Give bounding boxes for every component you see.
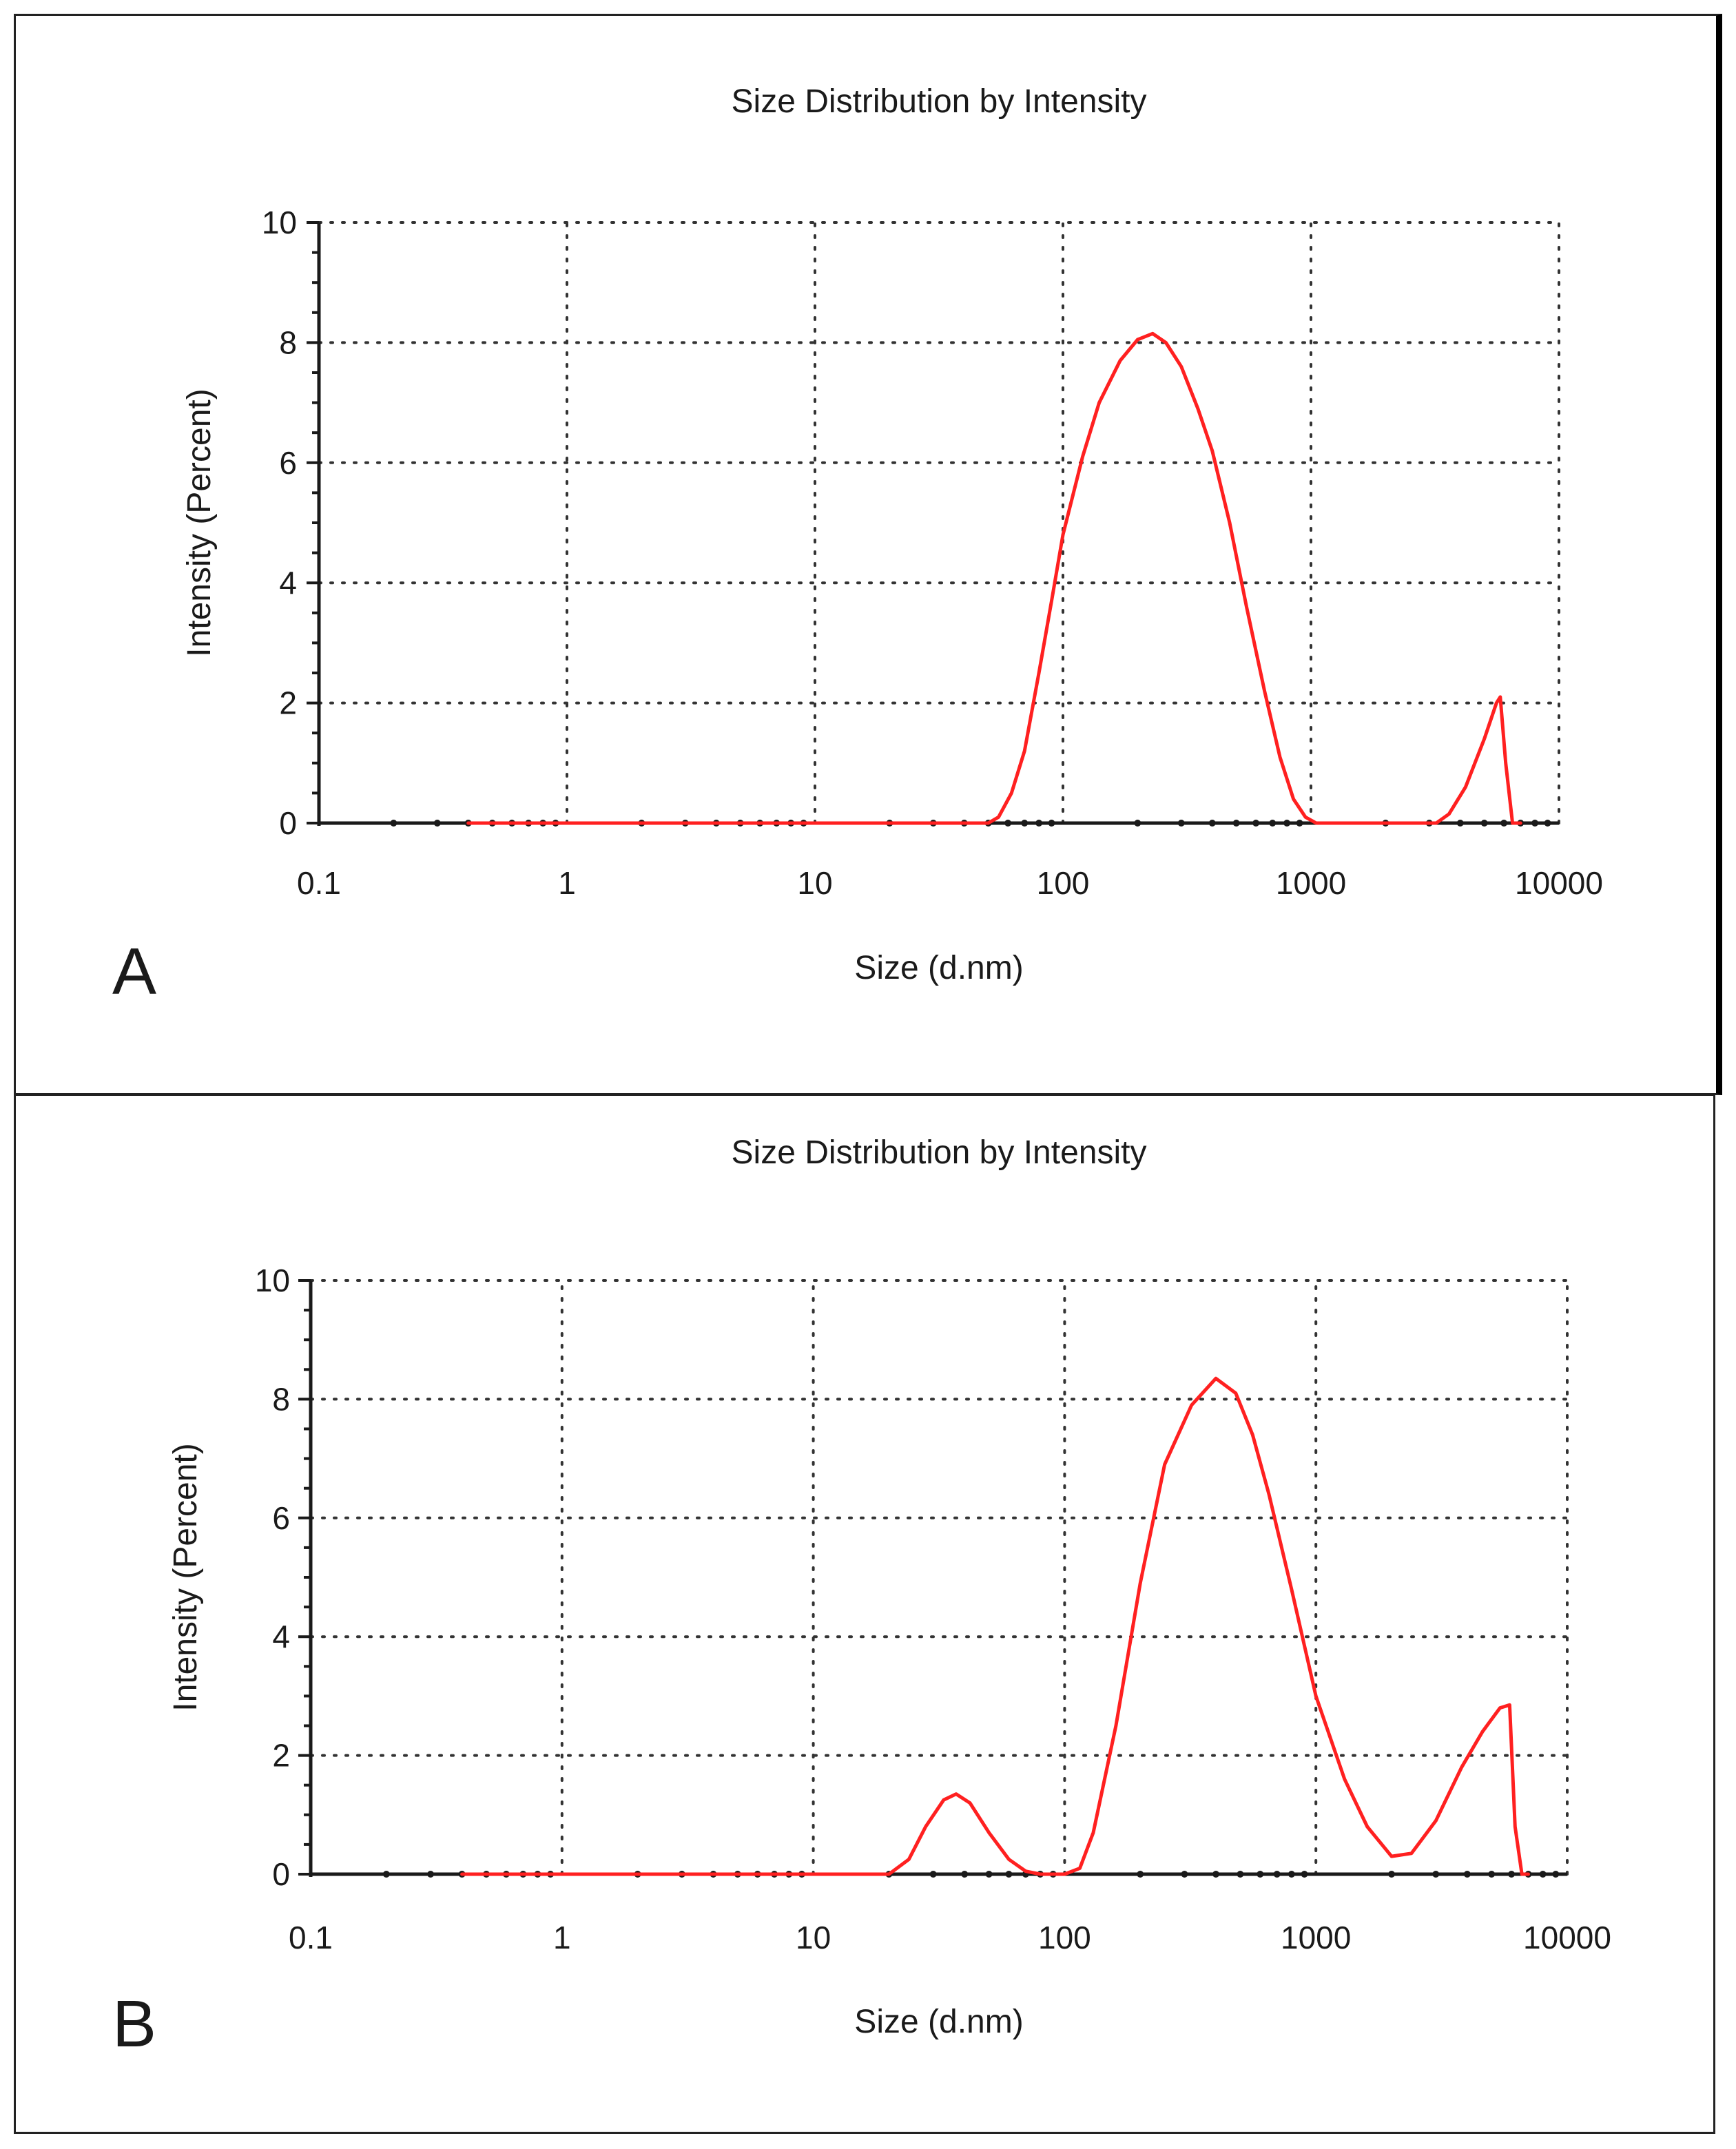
x-minor-tick: [1005, 1871, 1013, 1878]
x-minor-tick: [1508, 1871, 1516, 1878]
y-tick-label: 8: [279, 324, 297, 360]
x-minor-tick: [1500, 820, 1508, 827]
y-tick-label: 10: [255, 1263, 290, 1298]
x-minor-tick: [1488, 1871, 1496, 1878]
y-axis-label: Intensity (Percent): [167, 1443, 204, 1711]
x-minor-tick: [1552, 1871, 1560, 1878]
x-minor-tick: [1237, 1871, 1244, 1878]
x-minor-tick: [390, 820, 397, 827]
y-tick-label: 0: [272, 1856, 290, 1892]
x-tick-label: 10: [796, 1920, 831, 1955]
x-minor-tick: [1269, 820, 1277, 827]
x-minor-tick: [1048, 820, 1055, 827]
y-tick-label: 10: [262, 205, 297, 240]
x-minor-tick: [1035, 820, 1043, 827]
x-tick-label: 100: [1038, 1920, 1091, 1955]
x-tick-label: 10: [797, 865, 832, 901]
x-minor-tick: [1539, 1871, 1547, 1878]
x-axis-label: Size (d.nm): [854, 950, 1023, 986]
x-minor-tick: [433, 820, 441, 827]
x-minor-tick: [1432, 1871, 1440, 1878]
x-minor-tick: [1252, 820, 1260, 827]
x-tick-label: 10000: [1515, 865, 1603, 901]
y-tick-label: 4: [272, 1619, 290, 1654]
series-line-1: [460, 1376, 1530, 1876]
x-minor-tick: [1004, 820, 1012, 827]
x-minor-tick: [1283, 820, 1291, 827]
chart-title: Size Distribution by Intensity: [732, 1134, 1147, 1171]
x-minor-tick: [1531, 820, 1539, 827]
x-minor-tick: [929, 1871, 937, 1878]
x-minor-tick: [1134, 820, 1141, 827]
x-minor-tick: [1273, 1871, 1281, 1878]
x-minor-tick: [985, 1871, 993, 1878]
x-minor-tick: [1181, 1871, 1188, 1878]
y-tick-label: 2: [272, 1738, 290, 1774]
x-minor-tick: [427, 1871, 435, 1878]
x-minor-tick: [1456, 820, 1464, 827]
y-tick-label: 0: [279, 805, 297, 841]
x-minor-tick: [1137, 1871, 1144, 1878]
x-minor-tick: [1544, 820, 1551, 827]
x-tick-label: 1: [558, 865, 576, 901]
x-minor-tick: [1463, 1871, 1471, 1878]
series-line-1: [466, 331, 1522, 825]
x-tick-label: 100: [1037, 865, 1090, 901]
chart-title: Size Distribution by Intensity: [732, 83, 1147, 120]
chart-panel-b: Size Distribution by Intensity 0.1 1 10 100 1…: [14, 1094, 1715, 2134]
x-tick-label: 0.1: [297, 865, 341, 901]
x-axis-label: Size (d.nm): [854, 2004, 1023, 2040]
y-tick-label: 2: [279, 685, 297, 721]
x-minor-tick: [1388, 1871, 1396, 1878]
y-axis-label: Intensity (Percent): [181, 388, 218, 656]
x-tick-label: 1000: [1276, 865, 1346, 901]
x-minor-tick: [1212, 1871, 1220, 1878]
y-tick-label: 4: [279, 565, 297, 601]
x-minor-tick: [1021, 820, 1029, 827]
x-minor-tick: [1257, 1871, 1264, 1878]
x-minor-tick: [382, 1871, 390, 1878]
x-minor-tick: [1480, 820, 1488, 827]
x-minor-tick: [1232, 820, 1240, 827]
y-tick-label: 6: [279, 445, 297, 481]
x-minor-tick: [1301, 1871, 1308, 1878]
x-minor-tick: [1208, 820, 1216, 827]
x-tick-label: 1: [553, 1920, 571, 1955]
chart-panel-a: Size Distribution by Intensity 0.1 1 10 100 1…: [14, 14, 1722, 1095]
panel-label: B: [112, 1987, 156, 2061]
x-minor-tick: [1288, 1871, 1295, 1878]
x-tick-label: 1000: [1281, 1920, 1351, 1955]
x-minor-tick: [961, 1871, 969, 1878]
panel-label: A: [112, 935, 156, 1008]
x-minor-tick: [1296, 820, 1303, 827]
x-tick-label: 10000: [1523, 1920, 1611, 1955]
x-minor-tick: [1177, 820, 1185, 827]
y-tick-label: 6: [272, 1500, 290, 1536]
y-tick-label: 8: [272, 1381, 290, 1417]
x-tick-label: 0.1: [289, 1920, 333, 1955]
